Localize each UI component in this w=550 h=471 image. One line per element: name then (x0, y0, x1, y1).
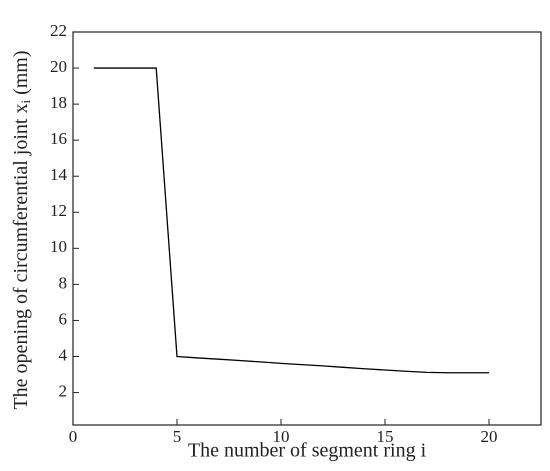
y-tick-label: 16 (50, 129, 67, 148)
plot-frame (72, 31, 542, 426)
x-axis-label: The number of segment ring i (188, 440, 427, 462)
y-tick-label: 20 (50, 57, 67, 76)
y-axis-label-unit: (mm) (10, 50, 32, 94)
y-tick-label: 4 (59, 345, 68, 364)
y-tick-label: 10 (50, 237, 67, 256)
y-tick-label: 12 (50, 201, 67, 220)
x-tick-label: 10 (273, 427, 290, 446)
y-tick-label: 18 (50, 93, 67, 112)
y-tick-label: 22 (50, 21, 67, 40)
y-tick-label: 2 (59, 381, 68, 400)
x-tick-label: 20 (481, 427, 498, 446)
x-tick-label: 5 (173, 427, 182, 446)
data-line (93, 67, 489, 374)
y-axis-label-main: The opening of circumferential joint x (10, 104, 32, 410)
y-tick-label: 8 (59, 273, 68, 292)
x-tick-label: 15 (377, 427, 394, 446)
x-tick-label: 0 (69, 427, 78, 446)
y-tick-label: 6 (59, 309, 68, 328)
y-axis-label-sub: i (18, 100, 33, 104)
y-axis-label: The opening of circumferential joint xi (… (10, 50, 33, 409)
y-tick-label: 14 (50, 165, 68, 184)
